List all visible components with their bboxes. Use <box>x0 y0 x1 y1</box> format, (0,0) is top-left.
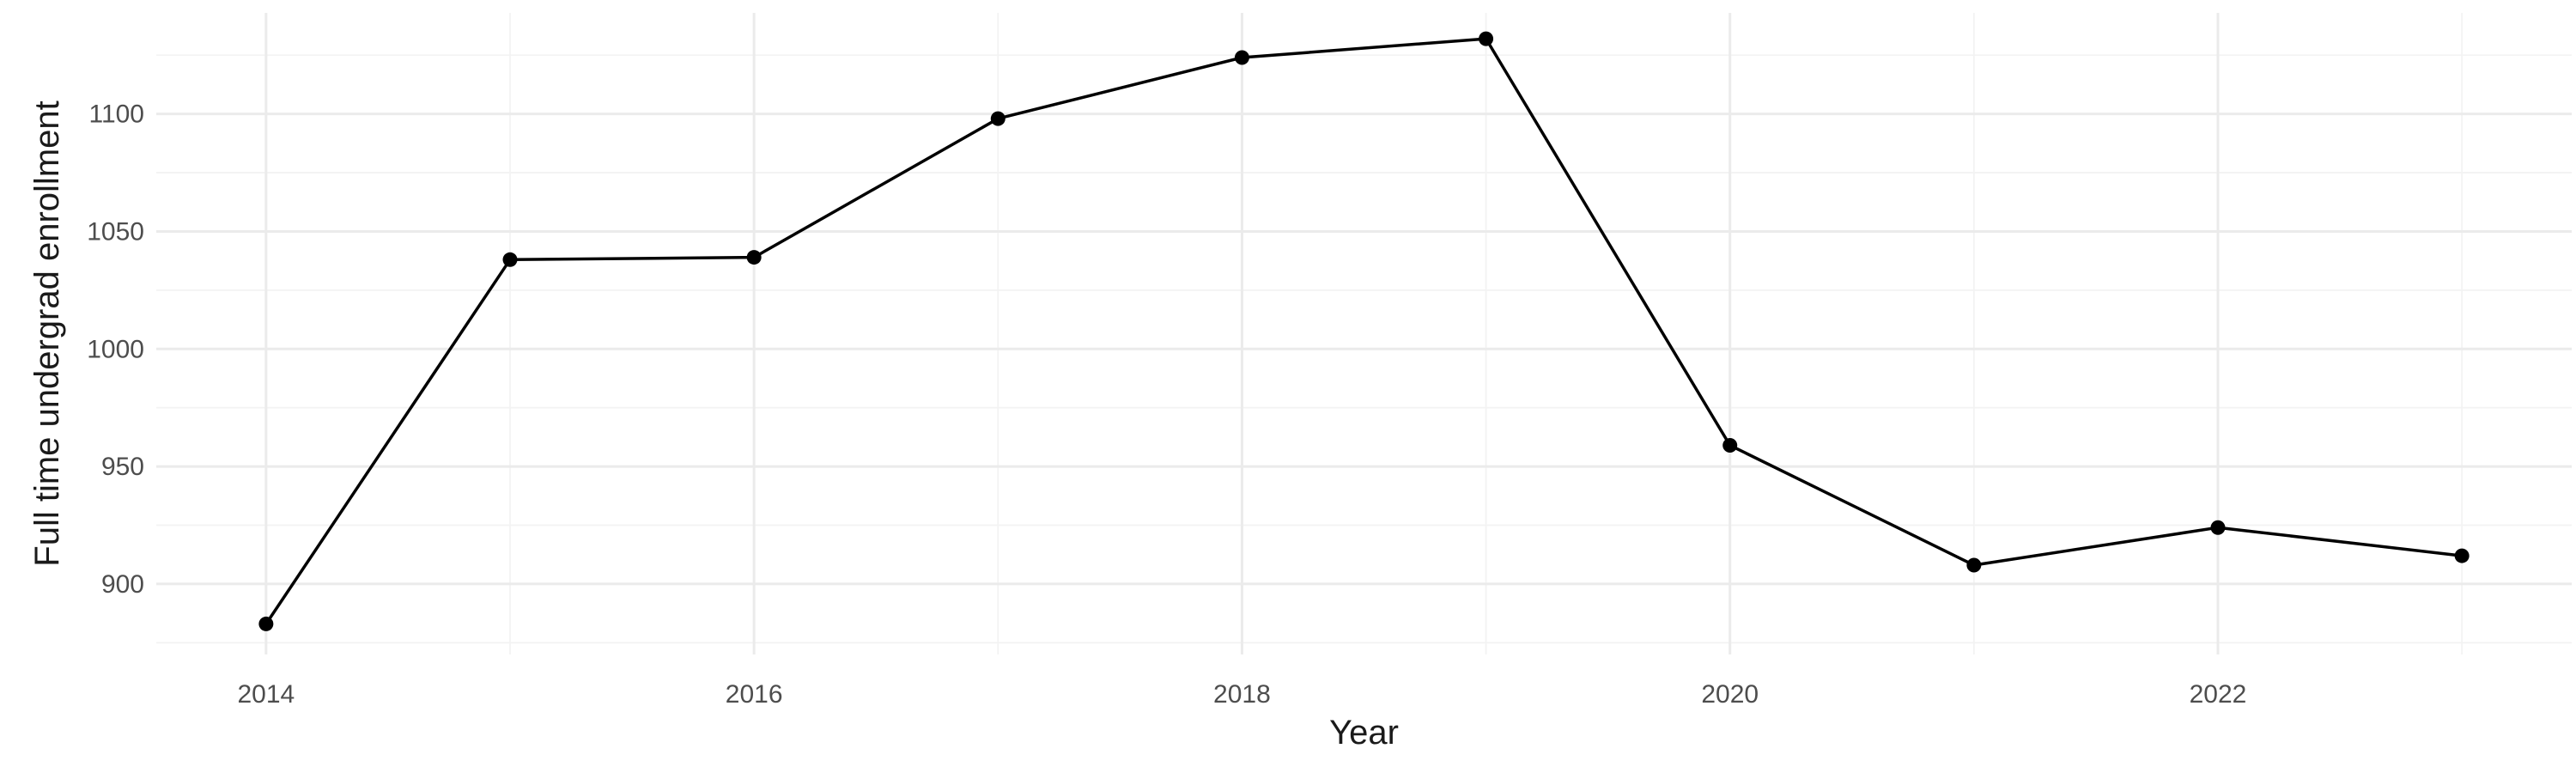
major-gridlines <box>156 13 2572 654</box>
data-point <box>746 250 762 265</box>
x-tick-label: 2018 <box>1213 680 1271 709</box>
data-point <box>1234 50 1249 65</box>
data-point <box>2210 520 2226 535</box>
minor-gridlines <box>156 13 2572 654</box>
data-point <box>2454 548 2470 563</box>
data-point <box>990 111 1005 126</box>
y-tick-label: 1050 <box>87 217 144 246</box>
x-tick-label: 2014 <box>237 680 295 709</box>
data-point <box>258 616 274 631</box>
data-point <box>502 252 518 267</box>
x-axis-title: Year <box>1329 714 1399 752</box>
y-tick-label: 1000 <box>87 335 144 363</box>
x-tick-label: 2016 <box>726 680 783 709</box>
data-point <box>1966 557 1982 573</box>
series-line <box>264 37 2463 625</box>
x-tick-label: 2020 <box>1701 680 1759 709</box>
series-layer <box>258 31 2470 631</box>
data-point <box>1479 31 1494 46</box>
y-tick-label: 950 <box>101 453 144 481</box>
data-point <box>1722 437 1738 453</box>
x-tick-labels: 2014 2016 2018 2020 2022 <box>237 680 2246 709</box>
x-tick-label: 2022 <box>2190 680 2247 709</box>
y-axis-title: Full time undergrad enrollment <box>28 100 66 566</box>
y-tick-label: 1100 <box>88 100 144 129</box>
y-tick-label: 900 <box>101 570 144 599</box>
y-tick-labels: 900 950 1000 1050 1100 <box>87 100 144 599</box>
